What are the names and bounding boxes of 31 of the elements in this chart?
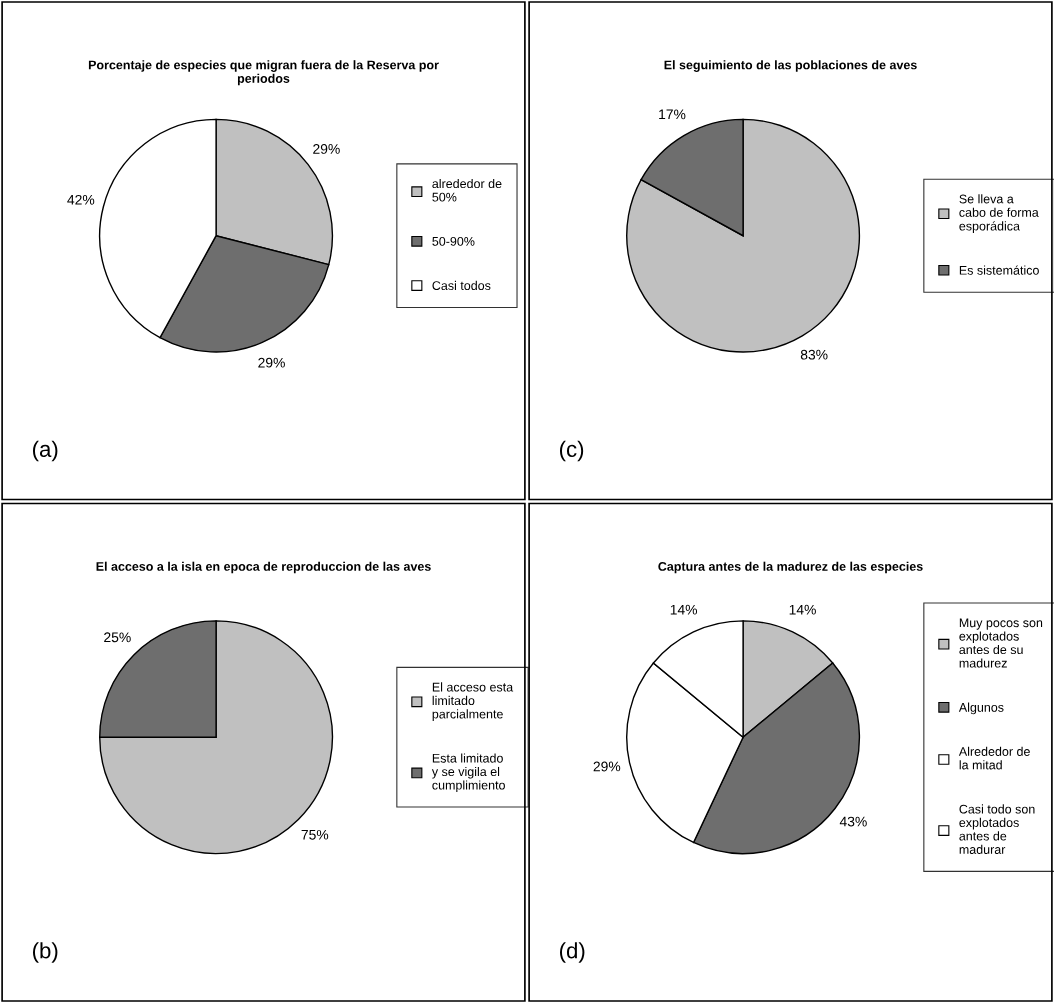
data-label: 14% (670, 604, 698, 615)
text: (b) (33, 942, 58, 963)
legend-label: 50-90% (432, 236, 475, 246)
legend-label: Es sistemático (959, 265, 1039, 275)
data-label: 83% (800, 349, 828, 360)
legend-label: El acceso esta limitado parcialmente (432, 682, 514, 721)
data-label: 29% (258, 357, 285, 368)
legend-label: Casi todo son explotados antes de madurar (959, 804, 1035, 854)
text: (c) (560, 440, 584, 462)
data-label: 75% (301, 829, 329, 840)
legend-label: alrededor de 50% (432, 178, 502, 202)
legend-label: Muy pocos son explotados antes de su madurez (959, 618, 1043, 668)
legend-label: Esta limitado y se vigila el cumplimiento (431, 753, 505, 793)
data-label: 14% (789, 604, 816, 615)
chart-title: El seguimiento de las poblaciones de aves (664, 60, 917, 72)
chart-title: El acceso a la isla en epoca de reproduccion de las aves (96, 561, 431, 574)
text: (a) (33, 440, 58, 462)
data-label: 42% (67, 194, 95, 205)
data-label: 43% (839, 816, 867, 827)
text: (d) (560, 942, 585, 963)
data-label: 17% (659, 109, 686, 120)
chart-title: Porcentaje de especies que migran fuera de la Reserva por periodos (88, 60, 439, 86)
data-label: 29% (593, 761, 621, 772)
pie-slice (99, 620, 334, 855)
legend-label: Algunos (958, 702, 1004, 715)
legend-label: Casi todos (432, 280, 491, 291)
legend-label: Alrededor de la mitad (958, 746, 1030, 770)
data-label: 29% (313, 144, 340, 154)
data-label: 25% (104, 632, 131, 643)
chart-title: Captura antes de la madurez de las especies (658, 561, 923, 574)
legend-label: Se lleva a cabo de forma esporádica (959, 194, 1039, 233)
